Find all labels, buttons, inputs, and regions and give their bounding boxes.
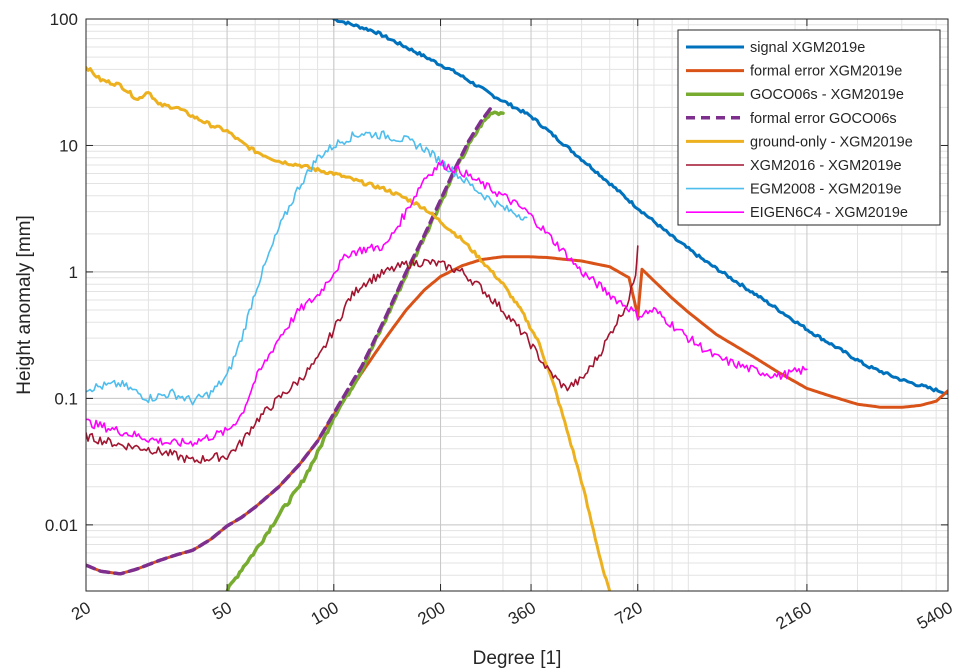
series-line-5 [86, 66, 612, 591]
y-tick-label: 1 [69, 263, 78, 282]
legend-label: ground-only - XGM2019e [750, 134, 913, 150]
legend-label: EIGEN6C4 - XGM2019e [750, 205, 908, 221]
series-line-8 [86, 159, 808, 447]
plot-frame [85, 18, 949, 592]
legend-label: XGM2016 - XGM2019e [750, 158, 902, 174]
series-line-6 [86, 245, 639, 464]
legend-label: formal error XGM2019e [750, 64, 902, 80]
y-tick-label: 100 [50, 10, 78, 29]
legend-label: signal XGM2019e [750, 40, 865, 56]
series-line-1 [332, 19, 948, 395]
legend-label: formal error GOCO06s [750, 111, 897, 127]
y-tick-label: 10 [59, 136, 78, 155]
legend-label: GOCO06s - XGM2019e [750, 87, 904, 103]
y-axis-label: Height anomaly [mm] [14, 215, 35, 395]
y-tick-label: 0.01 [45, 516, 78, 535]
tick-marks [85, 18, 949, 591]
plot-area [86, 19, 948, 591]
legend-label: EGM2008 - XGM2019e [750, 182, 902, 198]
y-tick-label: 0.1 [54, 389, 78, 408]
series-line-4 [86, 104, 495, 576]
y-tick-labels: 0.01 0.1 1 10 100 [45, 10, 78, 535]
legend: signal XGM2019e formal error XGM2019e GOCO… [677, 29, 941, 226]
x-axis-label: Degree [1] [473, 648, 562, 669]
series-layer [86, 19, 948, 591]
legend-box [677, 29, 941, 226]
